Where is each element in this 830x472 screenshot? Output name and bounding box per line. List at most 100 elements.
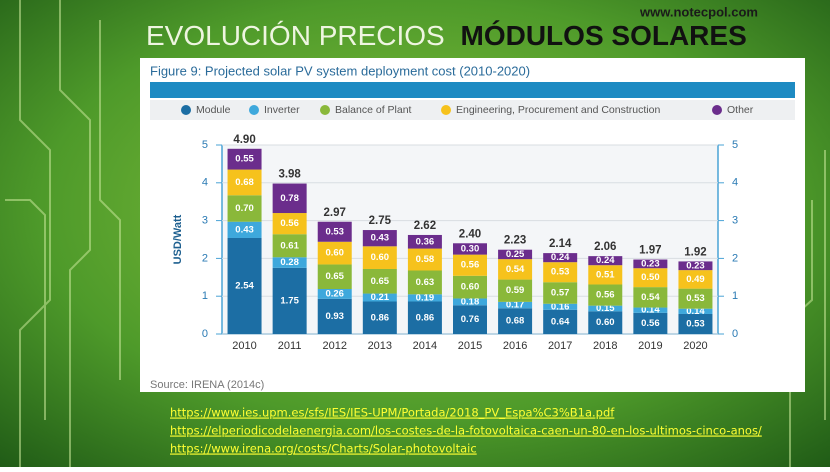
total-label: 2.97 [324,207,346,219]
bar-label: 0.70 [235,203,254,214]
y2-tick-label: 2 [732,252,738,264]
bar-label: 2.54 [235,281,254,292]
total-label: 4.90 [233,134,255,146]
x-tick-label: 2017 [548,340,572,352]
bar-segment [407,270,442,295]
legend-marker [181,105,191,115]
bar-label: 0.53 [325,226,344,237]
x-tick-label: 2010 [232,340,256,352]
bar-label: 0.30 [461,243,480,254]
bar-segment [272,183,307,214]
bar-segment [633,307,668,313]
bar-segment [588,265,623,285]
bar-label: 0.60 [596,317,615,328]
bar-segment [633,312,668,334]
bar-label: 0.28 [280,257,299,268]
bar-segment [317,264,352,290]
bar-segment [227,148,262,170]
legend-marker [320,105,330,115]
bar-label: 0.16 [551,301,570,312]
bar-label: 0.60 [461,282,480,293]
bar-segment [227,221,262,238]
bar-segment [272,257,307,268]
website: www.notecpol.com [639,4,758,19]
total-label: 1.97 [639,245,661,257]
bar-segment [362,301,397,334]
bar-segment [678,288,713,309]
circuit-decoration [5,0,826,467]
bar-label: 0.59 [506,285,525,296]
bar-segment [588,305,623,312]
bar-segment [407,234,442,249]
x-tick-label: 2013 [368,340,392,352]
bar-segment [407,301,442,334]
bar-label: 0.49 [686,274,705,285]
bar-segment [498,259,533,280]
bar-segment [453,254,487,276]
bar-segment [272,234,307,258]
x-tick-label: 2012 [322,340,346,352]
bar-segment [317,241,352,265]
bar-label: 0.86 [416,312,435,323]
bar-label: 0.23 [641,258,660,269]
x-tick-label: 2014 [413,340,437,352]
bar-label: 0.56 [596,290,615,301]
bar-segment [633,268,668,288]
x-tick-label: 2020 [683,340,707,352]
bar-segment [498,249,533,260]
title-part: EVOLUCIÓN PRECIOS [146,20,445,51]
bar-label: 1.75 [280,295,299,306]
total-label: 2.40 [459,228,481,240]
y2-tick-label: 1 [732,290,738,302]
bar-segment [272,213,307,235]
bar-label: 0.18 [461,296,480,307]
bar-label: 0.60 [371,252,390,263]
bar-segment [678,308,713,314]
link[interactable]: https://www.irena.org/costs/Charts/Solar… [170,442,477,456]
bar-segment [317,221,352,242]
bar-label: 0.54 [506,264,525,275]
y-tick-label: 2 [202,252,208,264]
legend-label: Balance of Plant [335,104,412,116]
y-axis-label: USD/Watt [172,214,184,264]
bar-segment [543,282,578,304]
bar-label: 0.23 [686,260,705,271]
bar-label: 0.56 [461,260,480,271]
bar-label: 0.76 [461,314,480,325]
link[interactable]: https://elperiodicodelaenergia.com/los-c… [170,424,762,438]
bar-segment [317,289,352,299]
bar-label: 0.54 [641,292,660,303]
total-label: 2.23 [504,235,526,247]
slide-title: EVOLUCIÓN PRECIOS MÓDULOS SOLARES [146,20,747,51]
bar-label: 0.55 [235,154,254,165]
bar-label: 0.14 [641,305,660,316]
bar-segment [227,195,262,222]
bar-label: 0.24 [596,255,615,266]
bar-segment [678,313,713,334]
bar-segment [633,259,668,269]
bar-segment [227,169,262,196]
bar-label: 0.86 [371,312,390,323]
legend-label: Other [727,104,754,116]
bar-label: 0.65 [371,276,390,287]
bar-label: 0.17 [506,300,525,311]
bar-segment [543,303,578,310]
header-band [150,82,795,98]
bar-segment [588,256,623,266]
bar-segment [453,305,487,334]
y-tick-label: 1 [202,290,208,302]
bar-segment [362,230,397,247]
legend-marker [712,105,722,115]
bar-segment [317,298,352,334]
bar-segment [362,293,397,302]
bar-label: 0.25 [506,249,525,260]
link[interactable]: https://www.ies.upm.es/sfs/IES/IES-UPM/P… [170,406,615,420]
bar-segment [633,287,668,308]
bar-label: 0.21 [371,292,390,303]
bar-label: 0.24 [551,252,570,263]
x-tick-label: 2011 [278,340,302,352]
bar-segment [543,309,578,334]
bar-label: 0.56 [641,318,660,329]
bar-label: 0.61 [280,240,299,251]
bar-label: 0.53 [686,293,705,304]
